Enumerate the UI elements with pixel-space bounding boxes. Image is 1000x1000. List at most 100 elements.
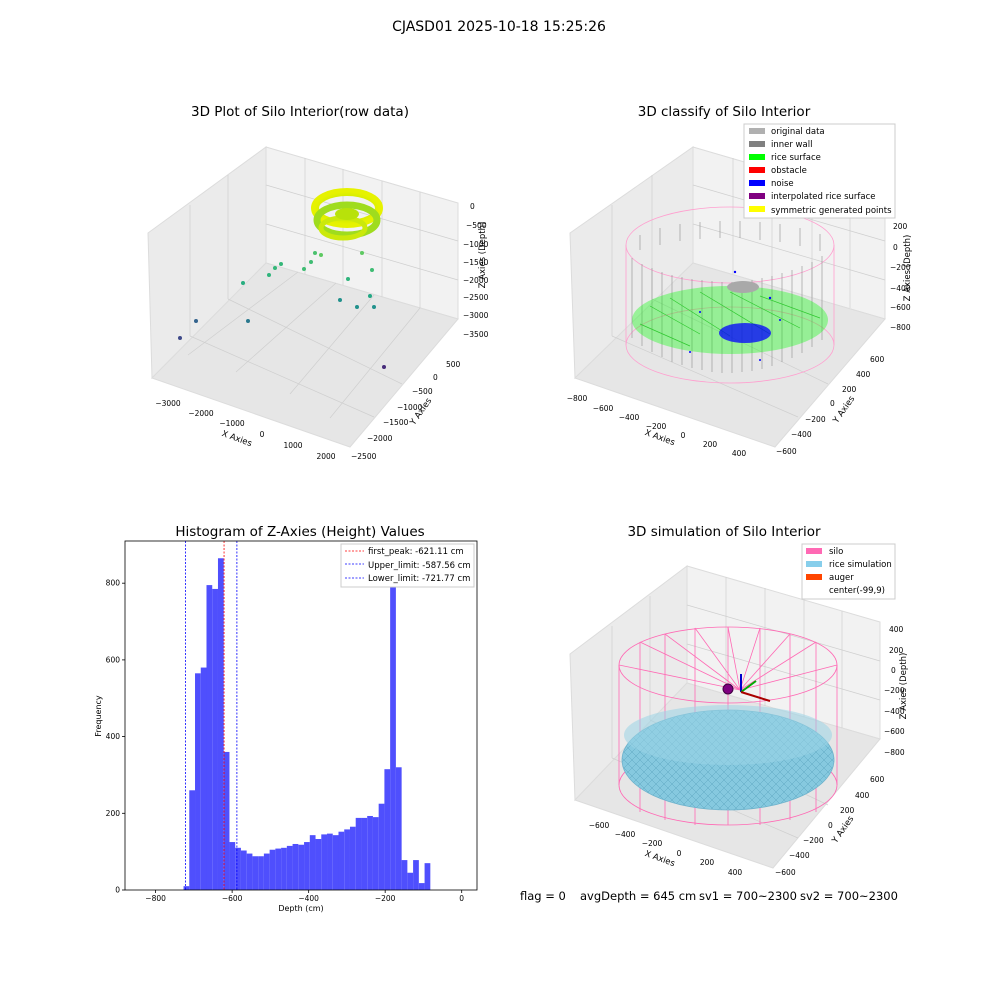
raw-y-tick: 0 bbox=[433, 373, 438, 382]
simulation-z-ticks: 400 200 0 −200 −400 −600 −800 bbox=[884, 625, 905, 757]
simulation-x-tick: −600 bbox=[589, 821, 610, 830]
histogram-axes-frame bbox=[124, 540, 478, 891]
raw-x-tick: 0 bbox=[260, 430, 265, 439]
histogram-bar bbox=[212, 588, 218, 890]
raw-y-tick: −1500 bbox=[383, 418, 409, 427]
simulation-y-tick: −400 bbox=[789, 851, 810, 860]
raw-z-tick: −2000 bbox=[463, 276, 489, 285]
raw-gridlines bbox=[187, 158, 459, 419]
classify-y-tick: −400 bbox=[791, 430, 812, 439]
histogram-y-ticks: 0 200 400 600 800 bbox=[106, 579, 125, 895]
histogram-bar bbox=[361, 817, 368, 890]
raw-z-tick: −3000 bbox=[463, 311, 489, 320]
histogram-bar bbox=[304, 842, 310, 890]
histogram-bar bbox=[240, 850, 247, 890]
raw-z-tick: −1000 bbox=[463, 240, 489, 249]
classify-y-ticks: 600 400 200 0 −200 −400 −600 bbox=[776, 355, 885, 456]
simulation-z-label: Z Axies (Depth) bbox=[899, 653, 909, 720]
histogram-bar bbox=[235, 847, 241, 890]
histogram-bar bbox=[338, 831, 345, 890]
histogram-bar bbox=[252, 856, 259, 890]
raw-z-tick: −1500 bbox=[463, 258, 489, 267]
histogram-bar bbox=[263, 853, 270, 890]
simulation-plot-title: 3D simulation of Silo Interior bbox=[627, 524, 821, 540]
simulation-z-tick: 200 bbox=[889, 646, 904, 655]
histogram-bar bbox=[292, 843, 299, 890]
legend-swatch-wall bbox=[749, 141, 765, 147]
histogram-bar bbox=[183, 886, 190, 890]
legend-swatch-obstacle bbox=[749, 167, 765, 173]
classify-y-tick: 0 bbox=[830, 399, 835, 408]
raw-scatter-points bbox=[178, 251, 386, 369]
simulation-x-tick: 400 bbox=[728, 868, 743, 877]
raw-x-tick: 1000 bbox=[283, 441, 302, 450]
classify-x-tick: −400 bbox=[619, 413, 640, 422]
legend-swatch-silo bbox=[806, 548, 822, 554]
histogram-vlines bbox=[185, 541, 238, 890]
histogram-x-tick-label: −400 bbox=[298, 894, 319, 903]
legend-label-auger: auger bbox=[829, 573, 854, 583]
simulation-y-tick: 600 bbox=[870, 775, 885, 784]
raw-z-ticks: 0 −500 −1000 −1500 −2000 −2500 −3000 −35… bbox=[463, 202, 489, 339]
simulation-rice-top bbox=[624, 705, 832, 765]
histogram-bar bbox=[418, 883, 425, 890]
simulation-legend: silo rice simulation auger center(-99,9) bbox=[801, 543, 896, 600]
histogram-bar bbox=[275, 848, 282, 890]
raw-x-ticks: −3000 −2000 −1000 0 1000 2000 bbox=[155, 399, 335, 461]
histogram-bar bbox=[217, 558, 224, 890]
histogram-bar bbox=[384, 769, 391, 890]
raw-z-tick: 0 bbox=[470, 202, 475, 211]
raw-y-tick: −500 bbox=[412, 387, 433, 396]
histogram-bar bbox=[298, 844, 305, 890]
panel-histogram: Histogram of Z-Axies (Height) Values −80… bbox=[94, 524, 478, 913]
histogram-bar bbox=[344, 829, 350, 890]
legend-label-rice-sim: rice simulation bbox=[829, 560, 892, 570]
classify-x-tick: 0 bbox=[681, 431, 686, 440]
classify-y-tick: 400 bbox=[856, 370, 871, 379]
classify-x-tick: −800 bbox=[567, 394, 588, 403]
legend-label-interpolated: interpolated rice surface bbox=[771, 192, 876, 202]
simulation-auger-marker bbox=[722, 674, 771, 702]
simulation-y-ticks: 600 400 200 0 −200 −400 −600 bbox=[775, 775, 885, 877]
classify-x-tick: −600 bbox=[593, 404, 614, 413]
raw-x-tick: 2000 bbox=[316, 452, 335, 461]
classify-plot-title: 3D classify of Silo Interior bbox=[638, 104, 811, 120]
legend-label-lower: Lower_limit: -721.77 cm bbox=[368, 574, 470, 584]
histogram-bar bbox=[189, 790, 196, 890]
simulation-x-tick: 200 bbox=[700, 858, 715, 867]
histogram-legend: first_peak: -621.11 cm Upper_limit: -587… bbox=[340, 543, 475, 588]
raw-x-label: X Axies bbox=[220, 429, 253, 449]
panel-raw-3d: 3D Plot of Silo Interior(row data) bbox=[147, 104, 489, 461]
histogram-bar bbox=[332, 835, 339, 890]
histogram-bar bbox=[258, 856, 264, 890]
simulation-y-tick: −600 bbox=[775, 868, 796, 877]
figure-suptitle: CJASD01 2025-10-18 15:25:26 bbox=[392, 19, 606, 35]
histogram-x-ticks: −800 −600 −400 −200 0 bbox=[145, 890, 464, 903]
classify-z-ticks: 200 0 −200 −400 −600 −800 bbox=[890, 222, 911, 332]
raw-z-tick: −3500 bbox=[463, 330, 489, 339]
classify-noise-points bbox=[689, 270, 781, 361]
raw-z-label: Z Axies (Depth) bbox=[478, 222, 488, 289]
histogram-bar bbox=[229, 842, 236, 890]
histogram-bar bbox=[424, 863, 431, 890]
raw-x-tick: −3000 bbox=[155, 399, 181, 408]
classify-y-tick: 600 bbox=[870, 355, 885, 364]
raw-y-tick: −2500 bbox=[351, 452, 377, 461]
footer-sv1: sv1 = 700~2300 bbox=[699, 889, 797, 903]
footer-sv2: sv2 = 700~2300 bbox=[800, 889, 898, 903]
histogram-bar bbox=[200, 667, 207, 890]
simulation-x-ticks: −600 −400 −200 0 200 400 bbox=[589, 821, 743, 877]
legend-swatch-noise bbox=[749, 180, 765, 186]
legend-label-obstacle: obstacle bbox=[771, 166, 807, 176]
histogram-bar bbox=[327, 833, 333, 890]
histogram-y-tick-label: 400 bbox=[106, 732, 121, 741]
simulation-z-tick: −400 bbox=[884, 707, 905, 716]
raw-z-tick: −500 bbox=[466, 221, 487, 230]
simulation-y-tick: −200 bbox=[803, 836, 824, 845]
classify-legend: original data inner wall rice surface ob… bbox=[743, 123, 896, 219]
legend-label-center: center(-99,9) bbox=[829, 586, 885, 596]
histogram-bar bbox=[378, 803, 385, 890]
legend-label-noise: noise bbox=[771, 179, 794, 189]
raw-z-tick: −2500 bbox=[463, 293, 489, 302]
